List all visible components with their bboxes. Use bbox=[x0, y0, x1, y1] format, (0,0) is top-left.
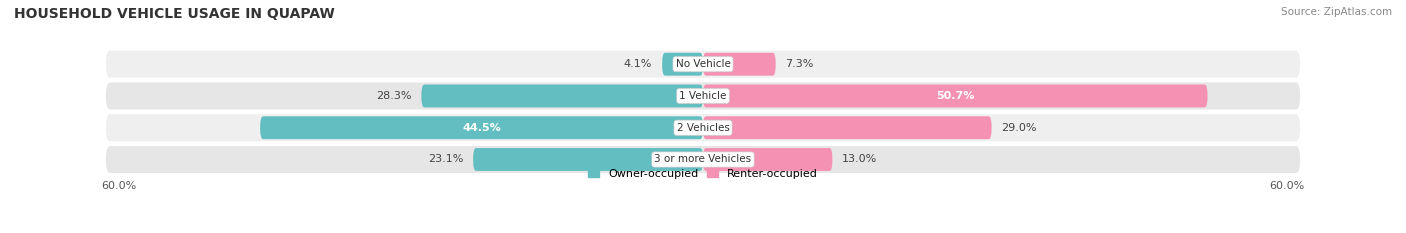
Text: 50.7%: 50.7% bbox=[936, 91, 974, 101]
Text: 60.0%: 60.0% bbox=[1270, 181, 1305, 191]
Text: 28.3%: 28.3% bbox=[375, 91, 412, 101]
FancyBboxPatch shape bbox=[105, 114, 1301, 141]
FancyBboxPatch shape bbox=[105, 82, 1301, 110]
FancyBboxPatch shape bbox=[260, 116, 703, 139]
Text: 7.3%: 7.3% bbox=[786, 59, 814, 69]
Text: 4.1%: 4.1% bbox=[624, 59, 652, 69]
FancyBboxPatch shape bbox=[703, 148, 832, 171]
FancyBboxPatch shape bbox=[703, 85, 1208, 107]
Legend: Owner-occupied, Renter-occupied: Owner-occupied, Renter-occupied bbox=[588, 169, 818, 179]
Text: HOUSEHOLD VEHICLE USAGE IN QUAPAW: HOUSEHOLD VEHICLE USAGE IN QUAPAW bbox=[14, 7, 335, 21]
Text: No Vehicle: No Vehicle bbox=[675, 59, 731, 69]
Text: 23.1%: 23.1% bbox=[427, 154, 463, 164]
Text: 2 Vehicles: 2 Vehicles bbox=[676, 123, 730, 133]
Text: 3 or more Vehicles: 3 or more Vehicles bbox=[654, 154, 752, 164]
FancyBboxPatch shape bbox=[474, 148, 703, 171]
Text: 60.0%: 60.0% bbox=[101, 181, 136, 191]
Text: 13.0%: 13.0% bbox=[842, 154, 877, 164]
FancyBboxPatch shape bbox=[422, 85, 703, 107]
Text: 44.5%: 44.5% bbox=[463, 123, 501, 133]
FancyBboxPatch shape bbox=[662, 53, 703, 76]
Text: 1 Vehicle: 1 Vehicle bbox=[679, 91, 727, 101]
FancyBboxPatch shape bbox=[105, 146, 1301, 173]
Text: Source: ZipAtlas.com: Source: ZipAtlas.com bbox=[1281, 7, 1392, 17]
Text: 29.0%: 29.0% bbox=[1001, 123, 1038, 133]
FancyBboxPatch shape bbox=[703, 53, 776, 76]
FancyBboxPatch shape bbox=[703, 116, 991, 139]
FancyBboxPatch shape bbox=[105, 51, 1301, 78]
